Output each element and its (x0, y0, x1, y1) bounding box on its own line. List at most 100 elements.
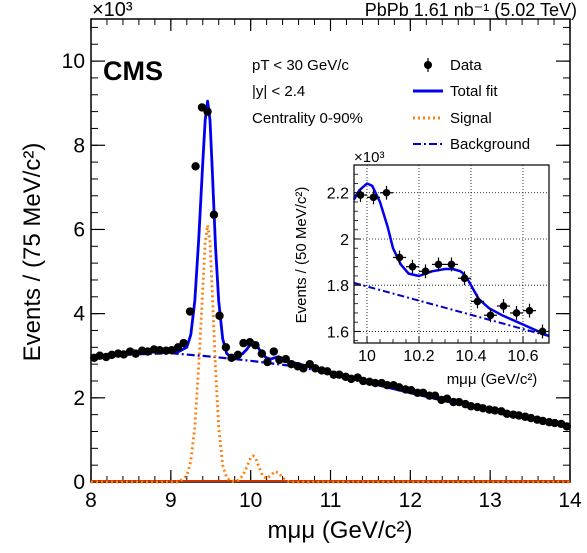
main-data-point (257, 349, 267, 358)
main-y-tick-label: 4 (73, 303, 85, 326)
main-data-point (95, 351, 104, 360)
main-plot: 8 9 10 11 12 13 14 0 2 4 6 8 10 (62, 18, 582, 512)
main-data-point (502, 409, 512, 419)
main-y-tick-label: 6 (73, 218, 85, 241)
main-y-multiplier: ×10³ (92, 0, 133, 21)
main-data-point (394, 383, 404, 392)
inset-background-curve (353, 281, 550, 338)
main-data-point (185, 307, 195, 316)
legend-total-label: Total fit (450, 83, 498, 100)
main-y-tick-label: 10 (62, 50, 85, 73)
inset-ticks: 10 10.2 10.4 10.6 1.6 1.8 2 2.2 (327, 164, 550, 365)
inset-data-point (408, 262, 417, 271)
selection-rapidity: |y| < 2.4 (252, 83, 305, 100)
main-data-point (143, 347, 152, 356)
main-background-curve (90, 352, 571, 429)
main-data-point (347, 374, 356, 384)
inset-x-tick-label: 10 (358, 348, 376, 365)
inset-points (354, 185, 549, 339)
legend: Data Total fit Signal Background (413, 57, 530, 153)
main-data-point (562, 422, 572, 431)
inset-data-point (421, 267, 430, 276)
main-data-point (107, 350, 116, 360)
experiment-label: CMS (103, 56, 163, 86)
main-data-point (454, 397, 464, 407)
inset-data-point (369, 193, 378, 202)
main-data-point (406, 386, 416, 395)
main-data-point (311, 364, 320, 373)
main-data-point (466, 402, 476, 411)
main-data-point (179, 338, 188, 348)
selection-pt: pT < 30 GeV/c (252, 57, 349, 74)
inset-grid (354, 165, 549, 343)
main-data-point (119, 350, 128, 359)
inset-data-point (512, 309, 521, 317)
main-data-point (550, 418, 560, 428)
main-data-point (227, 353, 236, 363)
main-signal-curve (91, 225, 570, 484)
inset-x-tick-label: 10.6 (507, 348, 538, 365)
main-data-point (418, 388, 428, 397)
inset-x-axis-title: mμμ (GeV/c²) (447, 371, 538, 388)
legend-background-label: Background (450, 136, 530, 153)
inset-x-tick-label: 10.2 (403, 348, 434, 365)
legend-signal-label: Signal (450, 110, 492, 127)
dataset-label: PbPb 1.61 nb⁻¹ (5.02 TeV) (365, 0, 577, 20)
main-data-point (251, 341, 260, 350)
main-ticks: 8 9 10 11 12 13 14 0 2 4 6 8 10 (62, 19, 582, 512)
inset-frame (353, 164, 550, 344)
main-data-point (233, 350, 243, 360)
inset-data-point (434, 260, 443, 269)
inset-data-point (460, 274, 469, 283)
main-y-axis-title: Events / (75 MeV/c²) (19, 143, 46, 362)
inset-x-tick-label: 10.4 (455, 348, 486, 365)
main-x-tick-label: 9 (165, 489, 177, 512)
inset-y-tick-label: 2.2 (327, 186, 349, 203)
inset-data-point (447, 260, 456, 269)
main-data-point (335, 370, 344, 379)
inset-y-multiplier: ×10³ (354, 149, 384, 166)
main-x-axis-title: mμμ (GeV/c²) (268, 517, 413, 544)
main-data-point (442, 394, 452, 403)
main-data-point (269, 347, 279, 356)
main-y-tick-label: 2 (73, 387, 85, 410)
main-x-tick-label: 10 (239, 489, 262, 512)
main-data-point (371, 378, 380, 388)
inset-y-tick-label: 1.6 (327, 324, 349, 341)
inset-y-tick-label: 2 (340, 232, 349, 249)
main-data-point (281, 354, 290, 364)
main-data-point (478, 404, 488, 413)
main-data-point (382, 380, 392, 390)
main-data-point (359, 376, 368, 386)
main-data-point (263, 357, 272, 367)
main-data-point (209, 210, 219, 219)
inset-data-point (525, 306, 534, 315)
inset-data-point (395, 253, 404, 262)
inset-data-point (382, 188, 391, 197)
main-data-point (299, 364, 308, 373)
inset-data-point (538, 327, 547, 336)
inset-plot: 10 10.2 10.4 10.6 1.6 1.8 2 2.2 (327, 164, 550, 365)
main-data-point (526, 413, 536, 423)
inset-y-tick-label: 1.8 (327, 278, 349, 295)
inset-data-point (499, 302, 508, 310)
main-x-tick-label: 14 (558, 489, 582, 512)
main-data-point (514, 411, 524, 420)
main-data-point (155, 346, 164, 355)
main-data-point (191, 162, 200, 171)
main-data-point (203, 107, 212, 116)
main-data-point (490, 406, 500, 415)
main-y-tick-label: 8 (73, 134, 85, 157)
main-x-tick-label: 12 (399, 489, 422, 512)
inset-data-point (473, 297, 482, 306)
main-data-point (215, 311, 224, 320)
main-data-point (323, 367, 332, 376)
main-data-point (221, 343, 231, 352)
main-data-point (430, 391, 440, 400)
main-points (89, 103, 572, 431)
inset-y-axis-title: Events / (50 MeV/c²) (293, 187, 310, 324)
legend-data-label: Data (450, 57, 482, 74)
main-x-tick-label: 8 (85, 489, 97, 512)
inset-data-point (486, 311, 495, 320)
